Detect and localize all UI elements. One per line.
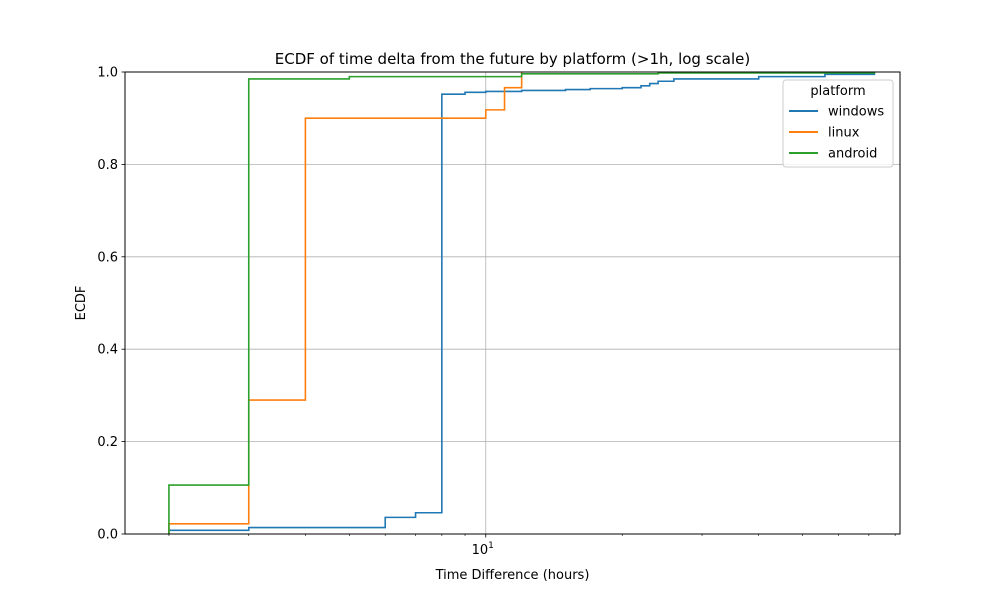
legend-box <box>782 79 894 168</box>
y-tick-label: 1.0 <box>97 66 118 81</box>
legend-label-windows: windows <box>828 105 884 120</box>
legend-label-linux: linux <box>828 126 860 141</box>
x-tick-label: 101 <box>472 541 494 558</box>
y-tick-label: 0.4 <box>97 343 118 358</box>
chart-title: ECDF of time delta from the future by pl… <box>275 50 750 68</box>
plot-area-frame <box>124 71 901 535</box>
x-axis-label: Time Difference (hours) <box>435 568 590 583</box>
legend: platform windows linux android <box>782 79 894 168</box>
legend-label-android: android <box>828 147 877 162</box>
y-tick-label: 0.0 <box>97 528 118 543</box>
series-line-linux <box>168 72 523 534</box>
y-axis-label: ECDF <box>74 286 89 321</box>
x-tick-label-base: 10 <box>472 543 489 558</box>
legend-title: platform <box>810 84 865 99</box>
y-tick-label: 0.2 <box>97 435 118 450</box>
x-tick-label-exponent: 1 <box>488 541 494 551</box>
series-line-windows <box>168 72 876 534</box>
legend-items: windows linux android <box>789 105 884 162</box>
ticks-layer: 0.0 0.2 0.4 0.6 0.8 1.0 101 <box>97 66 896 558</box>
series-layer <box>168 72 876 534</box>
y-tick-label: 0.8 <box>97 158 118 173</box>
y-tick-label: 0.6 <box>97 250 118 265</box>
series-line-android <box>168 72 876 534</box>
